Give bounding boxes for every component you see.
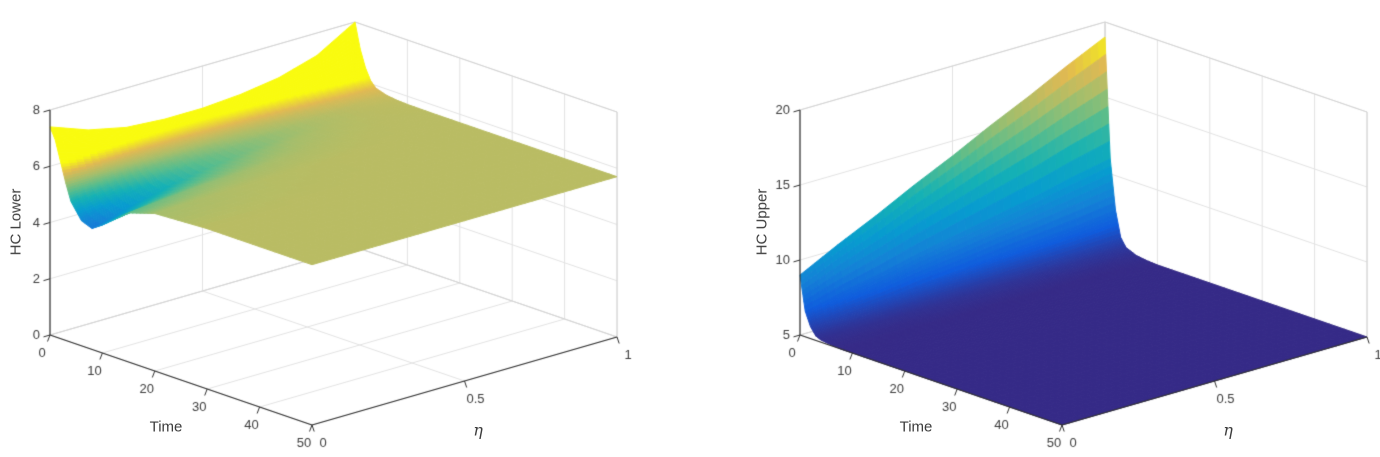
z-axis-label-hc-lower: HC Lower (7, 188, 25, 256)
hc-upper-surface-canvas (720, 0, 1380, 457)
z-axis-label-hc-upper: HC Upper (753, 188, 771, 256)
time-axis-label-left: Time (149, 418, 183, 436)
eta-axis-label-left: η (473, 420, 483, 440)
eta-axis-label-right: η (1223, 420, 1233, 440)
hc-upper-surface-plot: HC Upper Time η (720, 0, 1380, 457)
hc-lower-surface-canvas (0, 0, 660, 457)
time-axis-label-right: Time (899, 418, 933, 436)
hc-lower-surface-plot: HC Lower Time η (0, 0, 660, 457)
